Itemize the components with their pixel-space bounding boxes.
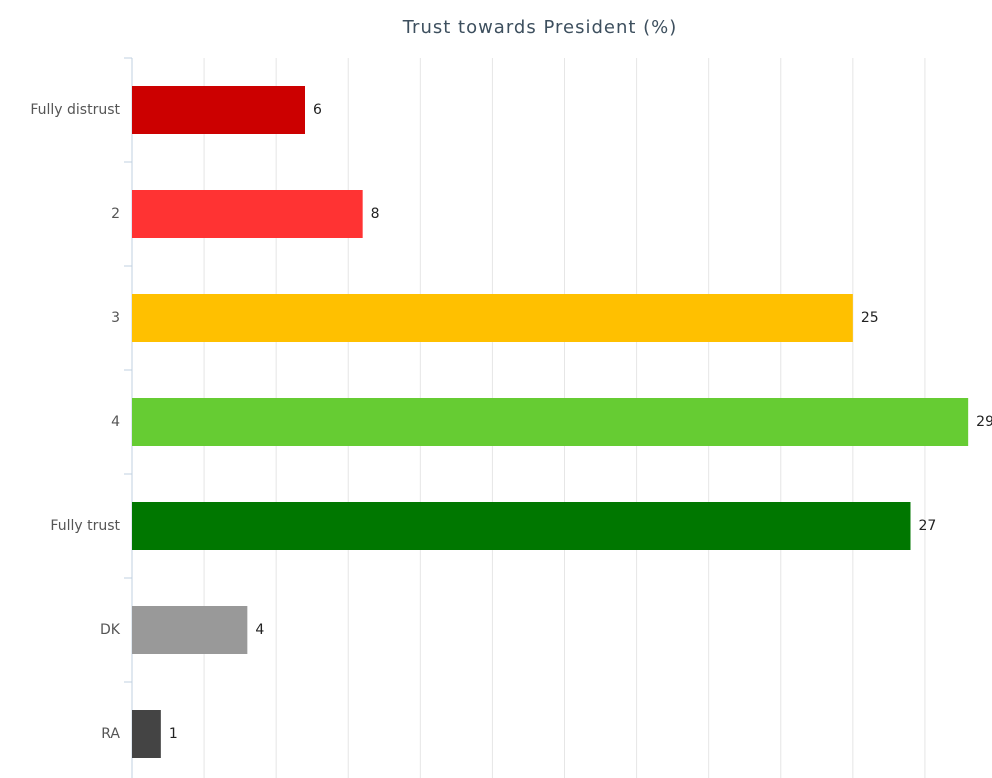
- data-label: 29: [976, 414, 992, 430]
- y-tick-label: 2: [111, 206, 120, 222]
- data-label: 6: [313, 102, 322, 118]
- y-tick-label: 3: [111, 310, 120, 326]
- bar: [132, 294, 853, 342]
- bar: [132, 502, 911, 550]
- data-label: 1: [169, 726, 178, 742]
- bar: [132, 398, 969, 446]
- y-tick-label: DK: [100, 622, 121, 638]
- bar: [132, 606, 248, 654]
- chart-title: Trust towards President (%): [402, 17, 678, 38]
- bar: [132, 190, 363, 238]
- bar: [132, 86, 305, 134]
- y-tick-label: 4: [111, 414, 120, 430]
- bar: [132, 710, 161, 758]
- data-label: 27: [919, 518, 937, 534]
- data-label: 8: [371, 206, 380, 222]
- data-label: 4: [255, 622, 264, 638]
- y-tick-label: Fully trust: [50, 518, 120, 534]
- y-tick-label: RA: [101, 726, 120, 742]
- y-tick-label: Fully distrust: [30, 102, 120, 118]
- data-label: 25: [861, 310, 879, 326]
